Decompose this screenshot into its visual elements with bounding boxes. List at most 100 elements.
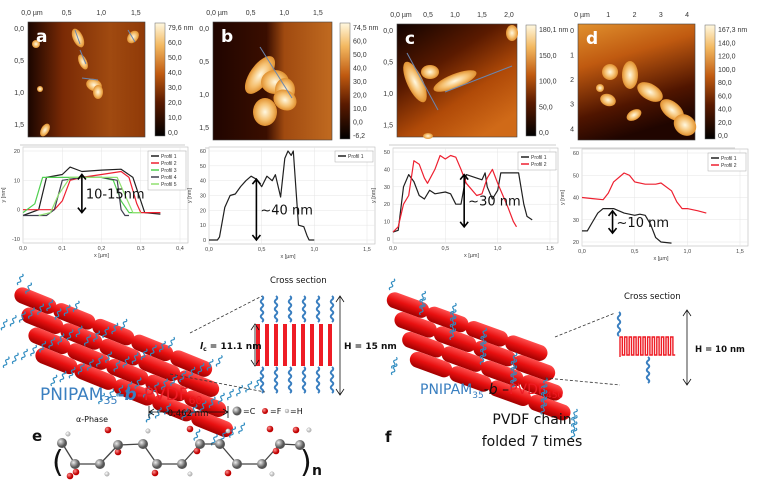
x-tick-label: 0,5 bbox=[62, 10, 72, 17]
profile-chart-2: 0 10 20 30 40 50 60 0,0 0,5 1,0 1,5 x [µm] y [nm] Pro… bbox=[187, 146, 376, 260]
close-paren: ) bbox=[300, 445, 312, 480]
x-tick-label: 3 bbox=[659, 12, 663, 19]
pnipam-chain bbox=[86, 358, 94, 371]
lc-symbol: l bbox=[200, 342, 204, 352]
y-tick-label: -10 bbox=[12, 237, 20, 243]
x-tick-label: 0,5 bbox=[423, 12, 433, 19]
nanostructure bbox=[32, 40, 40, 48]
carbon-atom bbox=[177, 459, 187, 469]
pvdf-rod bbox=[74, 363, 117, 390]
pnipam-corona-chain bbox=[259, 366, 265, 394]
pvdf-rod bbox=[138, 354, 181, 382]
profile-chart-3: 0 10 20 30 40 50 0,0 0,5 1,0 1,5 x [µm] y [nm] Profi… bbox=[371, 147, 559, 259]
y-axis-label: y [nm] bbox=[1, 187, 7, 202]
colorbar-tick-label: 20,0 bbox=[718, 120, 732, 127]
pnipam-chain bbox=[83, 334, 91, 346]
pnipam-corona-chain bbox=[329, 366, 335, 394]
legend-carbon: =C bbox=[243, 407, 256, 416]
series-line-profil-1 bbox=[209, 150, 315, 241]
pnipam-corona-chain bbox=[315, 366, 321, 394]
pnipam-chain bbox=[122, 356, 130, 368]
arrow-heads bbox=[459, 173, 469, 229]
pnipam-chain bbox=[510, 358, 518, 371]
carbon-atom bbox=[295, 440, 305, 450]
nanostructure bbox=[626, 109, 642, 121]
y-tick-label: 1,5 bbox=[14, 122, 24, 129]
pnipam-text: PNIPAM bbox=[40, 385, 103, 405]
pvdf-rod bbox=[488, 380, 532, 407]
x-axis-label: x [µm] bbox=[464, 253, 480, 259]
height-arrow-left bbox=[335, 295, 345, 396]
sep: - bbox=[484, 382, 489, 398]
carbon-atom bbox=[152, 459, 162, 469]
fluorine-atom bbox=[151, 469, 159, 477]
pnipam-corona-chain bbox=[301, 366, 307, 394]
pnipam-chain bbox=[245, 380, 253, 393]
hydrogen-atom bbox=[225, 428, 231, 434]
x-axis-label: x [µm] bbox=[653, 256, 669, 262]
pnipam-chain bbox=[479, 352, 487, 365]
x-tick-label: 0,0 µm bbox=[390, 12, 412, 19]
pnipam-chain bbox=[510, 352, 518, 365]
pnipam-chain bbox=[140, 348, 148, 361]
legend-label: Profil 1 bbox=[348, 154, 364, 160]
pnipam-sub: 35 bbox=[103, 394, 117, 407]
pnipam-chain bbox=[449, 321, 457, 334]
pvdf-sub: 450 bbox=[546, 391, 563, 401]
y-tick-label: 30 bbox=[200, 194, 206, 200]
pnipam-chain bbox=[18, 311, 26, 323]
pvdf-rod bbox=[113, 379, 156, 406]
pnipam-chain bbox=[54, 308, 62, 321]
legend-carbon-ball bbox=[232, 406, 242, 416]
nanostructure bbox=[637, 82, 663, 102]
pnipam-chain bbox=[188, 366, 196, 379]
afm-panel-d: d 0 µm 1 2 3 4 0 1 2 3 4 167,3 nm 140,0 120,0 100,0 80,… bbox=[570, 12, 747, 149]
arrow-heads bbox=[607, 209, 618, 235]
pnipam-chain bbox=[540, 390, 548, 403]
pvdf-lamella bbox=[274, 324, 278, 366]
panel-label-e: e bbox=[32, 427, 42, 445]
pnipam-corona-chain bbox=[287, 366, 293, 394]
zoom-line bbox=[189, 295, 263, 334]
profile-line bbox=[406, 52, 439, 111]
y-tick-label: 0,0 bbox=[199, 26, 209, 33]
pnipam-chain bbox=[2, 356, 10, 369]
carbon-atom bbox=[113, 440, 123, 450]
micelle-rods bbox=[0, 273, 262, 446]
legend-fluorine-ball bbox=[262, 408, 268, 414]
y-tick-label: 50 bbox=[573, 173, 579, 179]
pnipam-chain bbox=[16, 273, 24, 286]
legend-label: Profil 2 bbox=[531, 162, 547, 168]
pvdf-text: PVDF bbox=[144, 385, 189, 405]
colorbar-tick-label: 100,0 bbox=[539, 79, 557, 86]
pnipam-chain bbox=[419, 303, 426, 316]
y-tick-label: 10 bbox=[384, 220, 390, 226]
x-tick-label: 1,5 bbox=[477, 12, 487, 19]
pnipam-chain bbox=[480, 327, 488, 340]
repeat-n: n bbox=[312, 463, 322, 479]
pvdf-rod bbox=[402, 331, 445, 358]
polymer-label-right: PNIPAM35-b –PVDF450 bbox=[420, 382, 563, 401]
y-tick-label: 60 bbox=[573, 151, 579, 157]
y-axis-label: y [nm] bbox=[187, 188, 193, 203]
y-tick-label: 50 bbox=[200, 164, 206, 170]
nanostructure bbox=[433, 70, 477, 92]
pnipam-chain bbox=[120, 318, 128, 331]
profile-chart-4: 20 30 40 50 60 0,0 0,5 1,0 1,5 x [µm] y [nm] Profil… bbox=[560, 148, 749, 262]
series-line-profil-2 bbox=[581, 172, 707, 214]
pnipam-chain bbox=[75, 325, 83, 338]
pnipam-sub: 35 bbox=[472, 391, 483, 401]
pnipam-chain bbox=[154, 406, 162, 419]
afm-image bbox=[27, 21, 146, 138]
nanostructure bbox=[423, 133, 433, 139]
x-tick-label: 1,0 bbox=[684, 249, 692, 255]
pnipam-corona-chain bbox=[301, 295, 307, 323]
lc-value: = 11.1 nm bbox=[207, 342, 262, 352]
y-tick-label: 0 bbox=[387, 237, 390, 243]
hydrogen-atom bbox=[65, 431, 71, 437]
spacing-arrow bbox=[148, 406, 229, 418]
y-tick-label: 4 bbox=[570, 126, 574, 133]
y-tick-label: 10 bbox=[14, 178, 20, 184]
legend-box bbox=[334, 150, 374, 163]
nanostructure bbox=[421, 65, 439, 79]
